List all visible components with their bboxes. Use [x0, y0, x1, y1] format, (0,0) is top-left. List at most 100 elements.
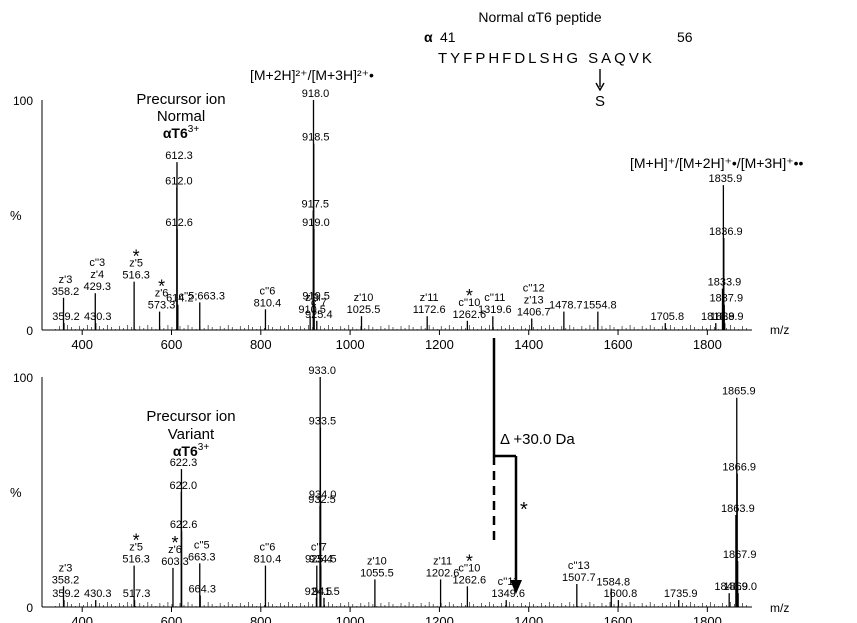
- peak-label: 917.5: [302, 198, 330, 210]
- peak-label: 358.2: [52, 286, 80, 298]
- peak-label: z'10: [354, 292, 374, 304]
- peak-label: c''7: [311, 542, 327, 554]
- precursor-label-line1: Precursor ion: [136, 91, 225, 108]
- precursor-species: αT6: [173, 443, 198, 459]
- peak-label: z'13: [524, 295, 544, 307]
- precursor-label-variant: Precursor ion Variant αT63+: [146, 408, 235, 459]
- peak-label: 664.3: [188, 584, 216, 596]
- peak-label: 1705.8: [650, 311, 684, 323]
- peak-label: 924.5: [305, 586, 333, 598]
- peak-label: 612.3: [165, 150, 193, 162]
- x-tick-label: 600: [161, 614, 183, 623]
- peak-label: 1262.6: [453, 574, 487, 586]
- peak-label: 1025.5: [347, 304, 381, 316]
- substitution-residue: S: [595, 93, 605, 110]
- peak-label: 1818.9: [701, 311, 735, 323]
- y-axis-label: %: [10, 208, 22, 223]
- peak-label: z'5: [129, 542, 143, 554]
- peptide-end-number: 56: [677, 29, 693, 45]
- peak-label: 429.3: [84, 281, 112, 293]
- peak-label: c''6: [260, 285, 276, 297]
- peak-label: 1202.6: [426, 567, 460, 579]
- x-tick-label: 600: [161, 337, 183, 352]
- peak-label: 933.0: [308, 365, 336, 377]
- precursor-charge: 3+: [188, 124, 200, 135]
- peak-label: z'9: [305, 292, 319, 304]
- mass-shift-label: Δ +30.0 Da: [500, 431, 575, 448]
- peak-label: 516.3: [122, 270, 150, 282]
- peptide-start-number: 41: [440, 29, 456, 45]
- peak-label: z'6: [155, 288, 169, 300]
- x-tick-label: 400: [71, 614, 93, 623]
- peak-label: 1836.9: [709, 226, 743, 238]
- x-tick-label: 1200: [425, 337, 454, 352]
- peak-label: 663.3: [188, 551, 216, 563]
- peak-label: 1735.9: [664, 588, 698, 600]
- peak-label: 359.2: [52, 588, 80, 600]
- peptide-sequence: TYFPHFDLSHG SAQVK: [438, 50, 655, 67]
- y-tick-label-0: 0: [26, 324, 33, 338]
- peak-label: 810.4: [254, 297, 282, 309]
- x-tick-label: 800: [250, 337, 272, 352]
- peak-label: z'11: [420, 292, 439, 304]
- x-tick-label: 1000: [336, 614, 365, 623]
- peak-label: 1349.6: [491, 588, 525, 600]
- peak-label: 1848.9: [714, 581, 748, 593]
- x-tick-label: 1600: [604, 337, 633, 352]
- peak-label: 612.0: [165, 175, 193, 187]
- x-tick-label: 1400: [514, 337, 543, 352]
- substitution-arrow-head: [595, 82, 605, 92]
- y-tick-label-100: 100: [13, 371, 33, 385]
- peak-label: 1554.8: [583, 300, 617, 312]
- peak-label: 1172.6: [413, 304, 446, 316]
- x-tick-label: 1000: [336, 337, 365, 352]
- peak-label: z'6: [168, 544, 182, 556]
- x-axis-label: m/z: [770, 601, 789, 615]
- peak-label: z'10: [367, 555, 387, 567]
- peak-label: 1838.9: [710, 311, 744, 323]
- peak-label: 1055.5: [360, 567, 394, 579]
- peak-label: 1406.7: [517, 307, 551, 319]
- peak-label: 430.3: [84, 311, 112, 323]
- peak-label: 614.2: [166, 293, 194, 305]
- peak-label: 517.3: [123, 588, 151, 600]
- x-axis-label: m/z: [770, 323, 789, 337]
- peak-label: 1869.0: [723, 581, 757, 593]
- peak-label: 933.5: [309, 416, 337, 428]
- peak-label: 932.5: [308, 494, 336, 506]
- peptide-title: Normal αT6 peptide: [478, 9, 601, 25]
- spectrum-panel-normal: 100 0 % m/z Precursor ion Normal αT63+ […: [10, 67, 804, 352]
- peak-star-marker: *: [466, 286, 473, 306]
- peak-label: 1833.9: [708, 277, 742, 289]
- baseline-noise: [55, 602, 747, 607]
- shift-arrow-head: [510, 580, 522, 594]
- peak-label: 910.5: [298, 304, 326, 316]
- peak-label: c''5: [194, 539, 210, 551]
- peak-label: 516.3: [122, 554, 150, 566]
- mass-shift-star: *: [520, 499, 528, 521]
- peak-label: 1867.9: [723, 549, 757, 561]
- peak-label: 603.3: [161, 556, 189, 568]
- peak-label: 1319.6: [478, 304, 512, 316]
- peak-star-marker: *: [133, 531, 140, 551]
- peak-label: c''12: [523, 283, 545, 295]
- peak-label: c''11: [484, 292, 505, 304]
- peak-label: 1478.7: [549, 300, 583, 312]
- y-axis-label: %: [10, 485, 22, 500]
- annotation-mh-series: [M+H]⁺/[M+2H]⁺•/[M+3H]⁺••: [630, 155, 804, 171]
- peak-label: 1866.9: [722, 462, 756, 474]
- peak-star-marker: *: [171, 533, 178, 553]
- annotation-m2h-m3h: [M+2H]²⁺/[M+3H]²⁺•: [250, 67, 374, 83]
- peak-label: 1835.9: [709, 173, 743, 185]
- spectrum-panel-variant: 100 0 % m/z Precursor ion Variant αT63+ …: [10, 365, 789, 623]
- peak-label: 919.0: [302, 217, 330, 229]
- peak-label: 934.5: [309, 554, 337, 566]
- precursor-charge: 3+: [198, 442, 210, 453]
- peptide-alpha-symbol: α: [424, 29, 433, 45]
- peak-label: 358.2: [52, 574, 80, 586]
- peak-label: 1584.8: [596, 577, 630, 589]
- peak-label: 359.2: [52, 311, 80, 323]
- peak-label: 1865.9: [722, 386, 756, 398]
- precursor-label-line2: Variant: [168, 426, 215, 443]
